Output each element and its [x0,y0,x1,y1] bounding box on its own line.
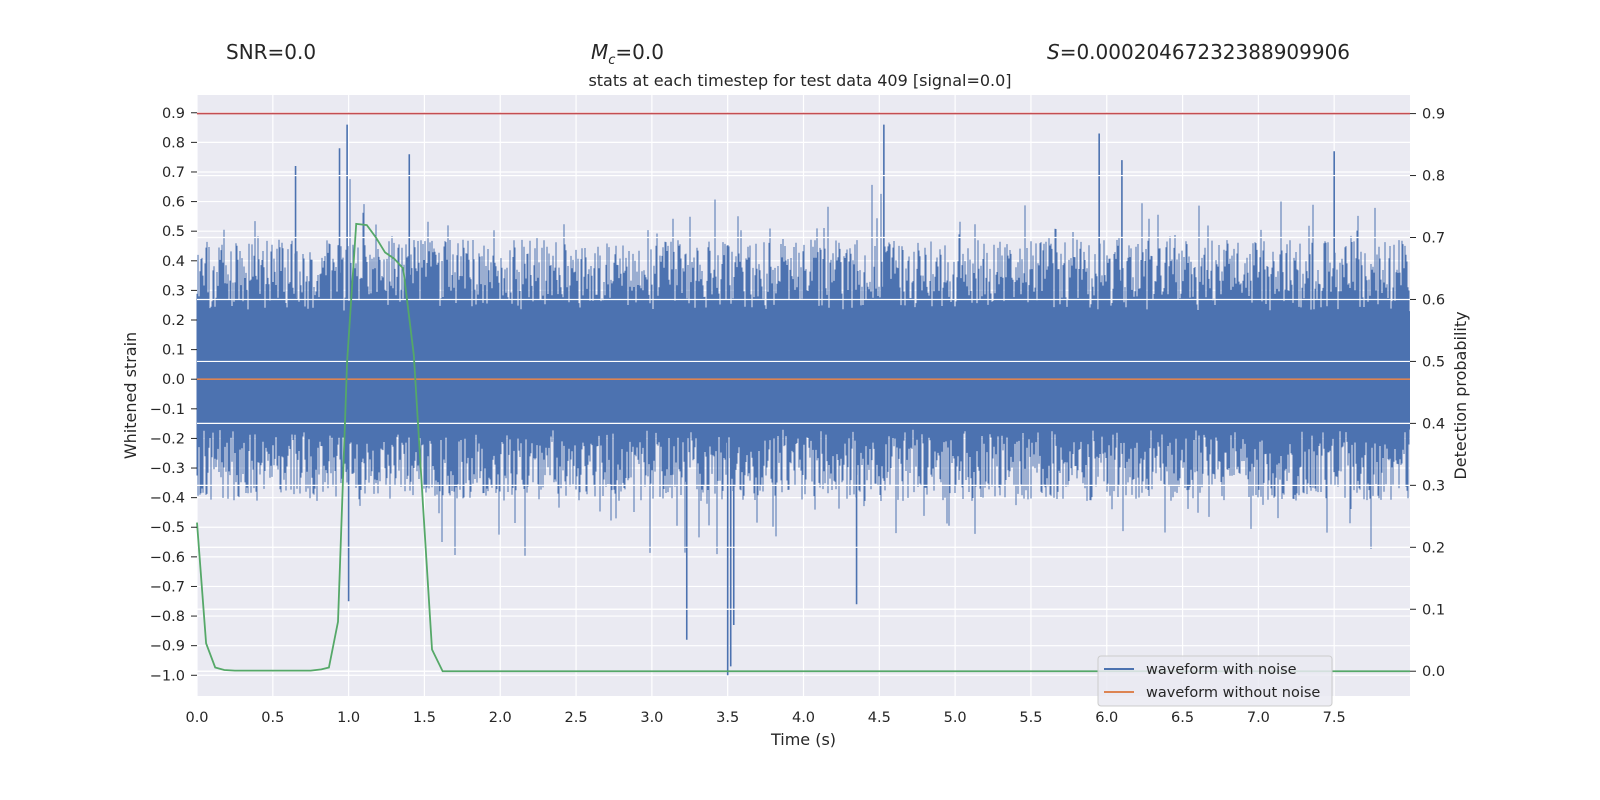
chirp-mass-symbol: M [591,40,609,64]
x-tick-label: 1.5 [413,710,436,726]
y-right-tick-label: 0.5 [1422,354,1445,370]
y-tick-label: 0.7 [162,165,185,181]
y-tick-label: −0.9 [150,639,185,655]
y-tick-label: 0.0 [162,372,185,388]
y-tick-label: −0.4 [150,491,185,507]
axes: 0.0 0.5 1.0 1.5 2.0 2.5 3.0 3.5 4.0 4.5 5.0 5.5 6.0 6… [150,106,1445,726]
y-tick-label: −0.7 [150,579,185,595]
y-right-tick-label: 0.6 [1422,292,1445,308]
y-tick-label: −0.2 [150,431,185,447]
y-tick-label: −0.6 [150,550,185,566]
y-axis-label: Whitened strain [121,332,140,459]
y-right-tick-label: 0.0 [1422,664,1445,680]
x-tick-label: 0.5 [261,710,284,726]
legend-label-noise: waveform with noise [1146,662,1297,678]
x-tick-label: 2.5 [565,710,588,726]
y-right-tick-label: 0.7 [1422,231,1445,247]
x-tick-label: 0.0 [185,710,208,726]
y-tick-label: 0.6 [162,195,185,211]
chirp-mass-value: =0.0 [615,40,664,64]
legend-box [1097,655,1333,707]
y-right-tick-label: 0.2 [1422,540,1445,556]
x-tick-label: 1.0 [337,710,360,726]
s-statistic-label: S=0.00020467232388909906 [1047,40,1350,64]
x-tick-label: 6.5 [1171,710,1194,726]
y-tick-label: −0.8 [150,609,185,625]
y-tick-label: 0.9 [162,106,185,122]
y-tick-label: 0.4 [162,254,185,270]
x-tick-label: 3.0 [640,710,663,726]
detection-probability-line [196,222,1410,673]
y-tick-label: −1.0 [150,668,185,684]
chirp-mass-label: Mc=0.0 [591,40,664,68]
x-tick-label: 4.5 [868,710,891,726]
x-tick-label: 6.0 [1095,710,1118,726]
legend-label-clean: waveform without noise [1146,685,1320,701]
x-tick-label: 7.5 [1323,710,1346,726]
y-axis-right-label: Detection probability [1451,311,1470,479]
chirp-mass-subscript: c [608,53,616,68]
series-lines [196,112,1410,673]
x-axis-label: Time (s) [770,730,836,749]
y-tick-label: 0.5 [162,224,185,240]
s-statistic-symbol: S [1047,40,1060,64]
snr-label: SNR=0.0 [226,40,317,64]
s-statistic-value: =0.00020467232388909906 [1059,40,1351,64]
x-tick-label: 3.5 [716,710,739,726]
y-right-tick-label: 0.1 [1422,602,1445,618]
noise-strokes [196,179,1410,556]
y-tick-label: −0.3 [150,461,185,477]
y-right-tick-label: 0.9 [1422,107,1445,123]
x-tick-label: 4.0 [792,710,815,726]
y-right-tick-label: 0.8 [1422,169,1445,185]
y-tick-label: 0.8 [162,135,185,151]
y-tick-label: 0.2 [162,313,185,329]
x-tick-label: 5.5 [1019,710,1042,726]
chart-title: stats at each timestep for test data 409… [588,71,1012,90]
y-tick-label: 0.1 [162,343,185,359]
y-tick-label: −0.5 [150,520,185,536]
y-tick-label: 0.3 [162,283,185,299]
x-tick-label: 5.0 [944,710,967,726]
x-tick-label: 2.0 [489,710,512,726]
y-right-tick-label: 0.3 [1422,478,1445,494]
y-right-tick-label: 0.4 [1422,416,1445,432]
legend: waveform with noise waveform without noi… [1097,655,1333,707]
y-tick-label: −0.1 [150,402,185,418]
x-tick-label: 7.0 [1247,710,1270,726]
